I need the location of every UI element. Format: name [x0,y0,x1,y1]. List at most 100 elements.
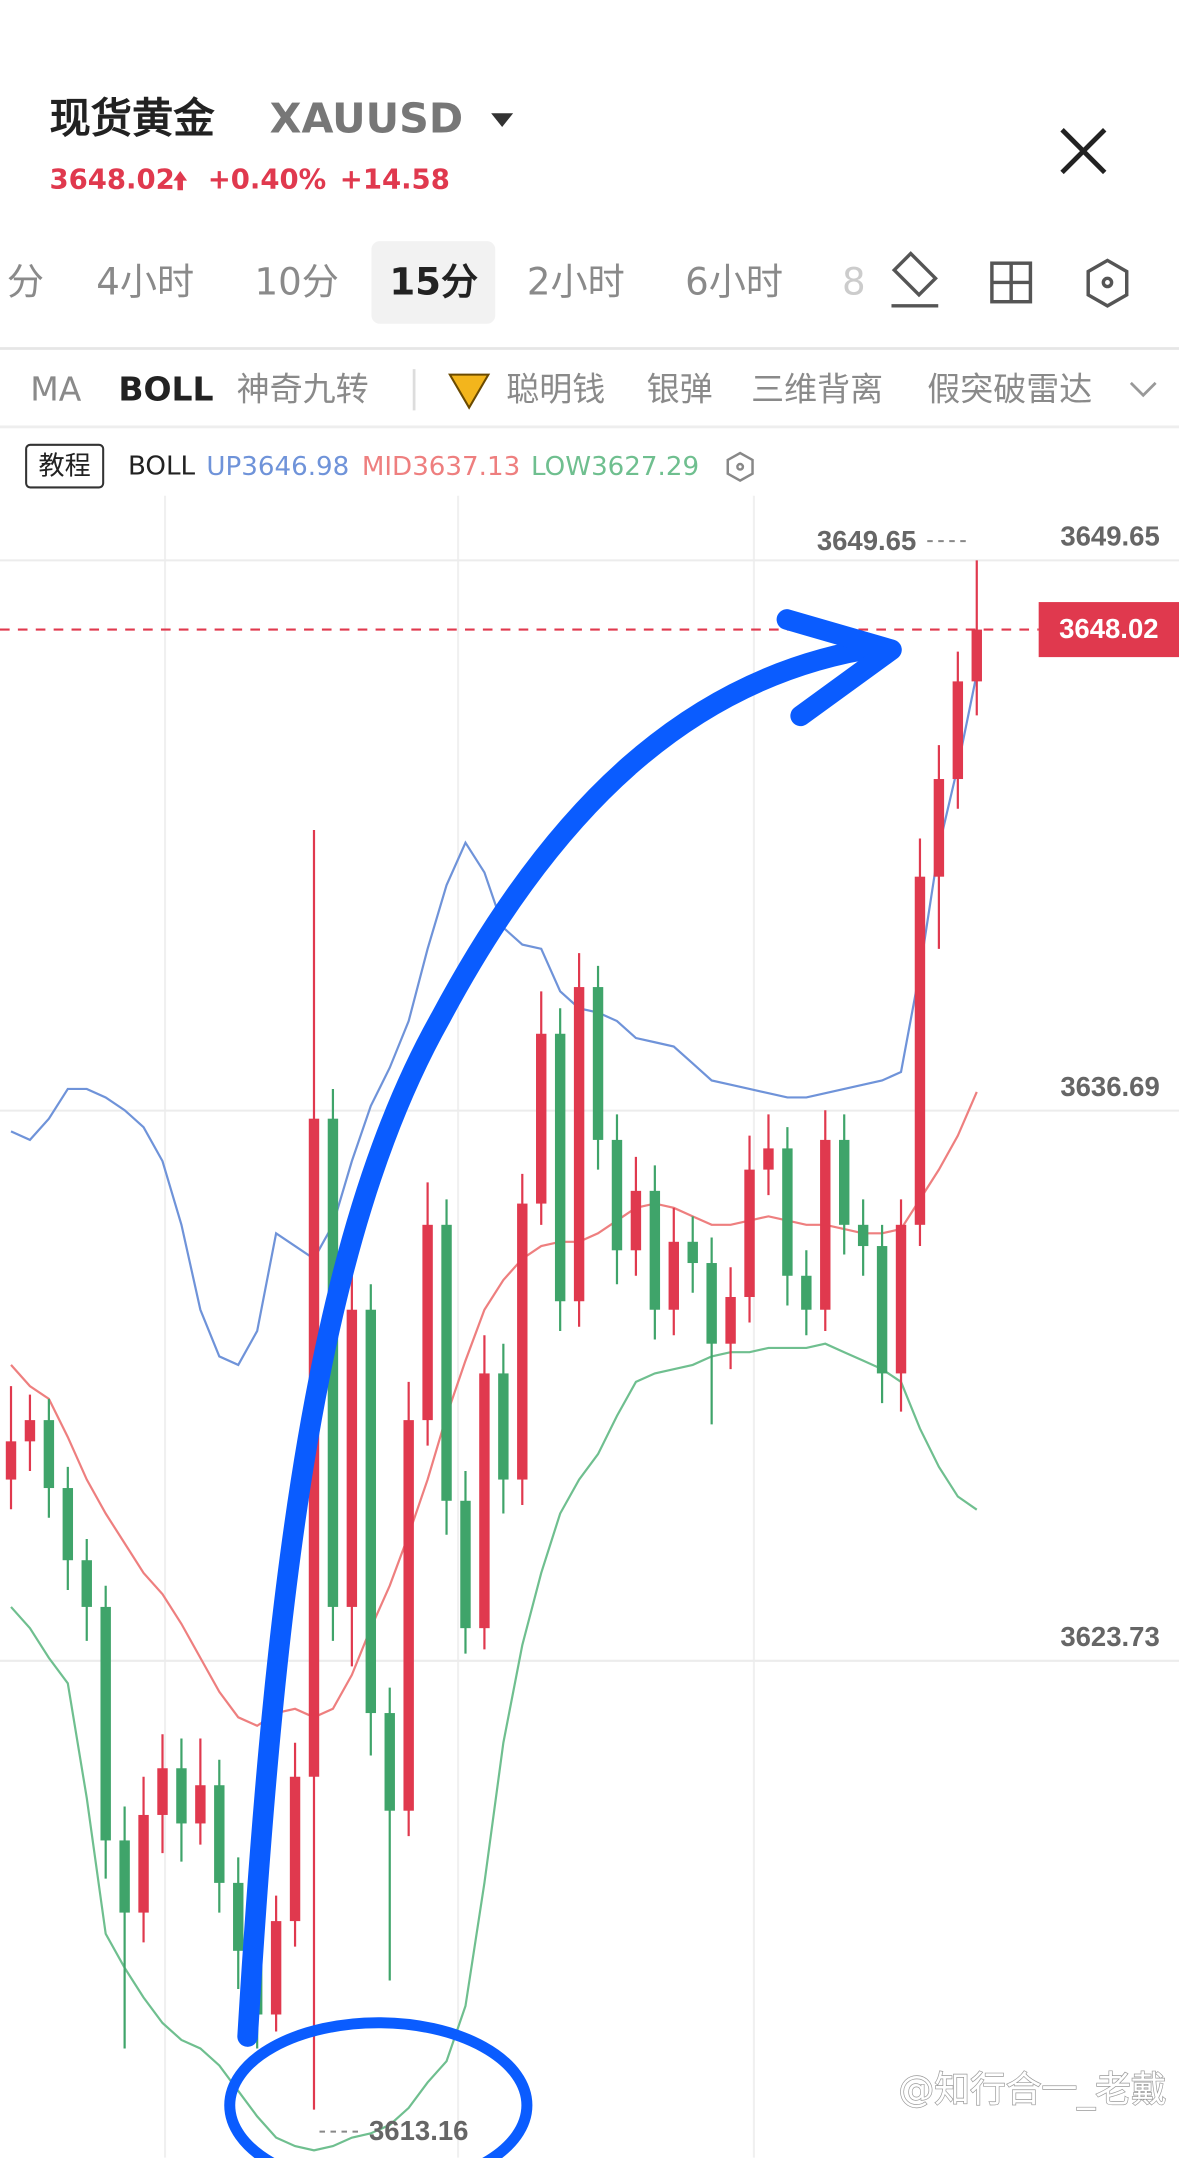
candle-body [441,1224,452,1501]
candle-body [971,629,982,682]
legend-mid: MID3637.13 [362,451,520,481]
candle-body [687,1241,698,1264]
candle-body [195,1785,206,1824]
legend-low: LOW3627.29 [531,451,699,481]
timeframe-tab[interactable]: 10分 [255,260,339,303]
candle-body [933,779,945,877]
indicator-name: BOLL [128,451,196,481]
indicator-tab[interactable]: MA [30,370,81,409]
candle-body [365,1309,377,1714]
legend-value: 3646.98 [241,451,349,481]
candle-body [289,1776,301,1922]
layout-icon[interactable] [990,261,1033,304]
timeframe-tab[interactable]: 4小时 [96,260,194,303]
last-price-label: 3648.02 [1059,613,1158,644]
candle-body [573,987,585,1302]
draw-tool-icon[interactable] [891,251,939,308]
legend-up: UP3646.98 [206,451,349,481]
symbol-dropdown[interactable] [491,113,514,127]
last-price: 3648.02 [50,164,175,196]
legend-value: 3627.29 [591,451,699,481]
expand-chevron[interactable] [1129,381,1157,398]
candle-body [536,1033,547,1204]
candle-body [176,1768,187,1824]
high-label: 3649.65 [817,525,916,556]
instrument-title: 现货黄金 [50,94,216,142]
annotation-circle [224,2017,533,2158]
candle-body [81,1560,92,1607]
candle-body [62,1488,74,1561]
candle-body [384,1713,395,1811]
annotation-arrow [237,636,891,2047]
candle-body [839,1139,850,1225]
candle-body [914,876,926,1225]
candle-body [554,1033,566,1302]
y-tick-label: 3623.73 [1060,1621,1159,1652]
y-tick-label: 3649.65 [1060,521,1159,552]
candle-body [100,1606,111,1841]
indicator-tab[interactable]: 银弹 [647,370,713,409]
candle-body [24,1420,36,1442]
close-button[interactable] [1060,128,1107,175]
boll-line [10,673,978,1367]
candle-body [782,1148,793,1276]
indicator-tab[interactable]: 神奇九转 [237,370,369,409]
price-up-arrow [173,171,188,191]
indicator-tab[interactable]: 聪明钱 [506,370,605,409]
candle-body [744,1169,755,1297]
candle-body [460,1500,471,1629]
candle-body [668,1241,679,1310]
boll-line [10,1342,978,2152]
low-label: 3613.16 [369,2115,468,2146]
legend-name: UP [206,451,241,481]
candle-body [346,1309,358,1607]
candle-body [857,1224,869,1247]
candle-body [498,1373,509,1480]
boll-line [10,1091,978,1728]
candle-body [649,1190,661,1310]
candle-body [763,1148,774,1170]
active-tab-bg [371,241,496,324]
timeframe-tab[interactable]: 分 [7,260,44,303]
timeframe-tab[interactable]: 2小时 [527,260,625,303]
tab-fade [863,241,906,324]
indicator-tab-active[interactable]: BOLL [118,370,213,409]
candle-body [820,1139,831,1310]
timeframe-tab-active[interactable]: 15分 [389,260,478,303]
candle-body [876,1246,888,1374]
legend-value: 3637.13 [412,451,520,481]
candle-body [403,1420,414,1811]
candle-body [725,1296,736,1344]
candle-body [233,1882,244,1951]
candle-body [801,1275,812,1310]
candle-body [630,1190,642,1251]
premium-icon [448,373,491,410]
timeframe-tab[interactable]: 6小时 [685,260,783,303]
change-percent: +0.40% [208,164,326,196]
indicator-tab[interactable]: 假突破雷达 [927,370,1092,409]
candle-body [479,1373,490,1629]
tutorial-label[interactable]: 教程 [39,451,91,481]
timeframe-tab[interactable]: 8 [842,260,866,303]
candle-body [706,1263,717,1344]
instrument-symbol[interactable]: XAUUSD [270,94,463,142]
candle-body [157,1768,168,1815]
candle-body [327,1118,339,1607]
last-price-tag [1038,602,1179,658]
tutorial-button[interactable] [25,443,105,489]
indicator-settings-icon[interactable] [726,451,754,482]
candle-body [214,1785,225,1883]
candle-body [270,1921,282,2015]
y-tick-label: 3636.69 [1060,1071,1159,1102]
candle-body [517,1203,528,1480]
candle-body [138,1814,149,1913]
candle-body [611,1139,623,1251]
candle-body [952,681,964,780]
candle-body [895,1224,907,1374]
indicator-tab[interactable]: 三维背离 [751,370,883,409]
watermark: @知行合一_老戴 [898,2070,1166,2111]
settings-icon[interactable] [1086,258,1129,308]
